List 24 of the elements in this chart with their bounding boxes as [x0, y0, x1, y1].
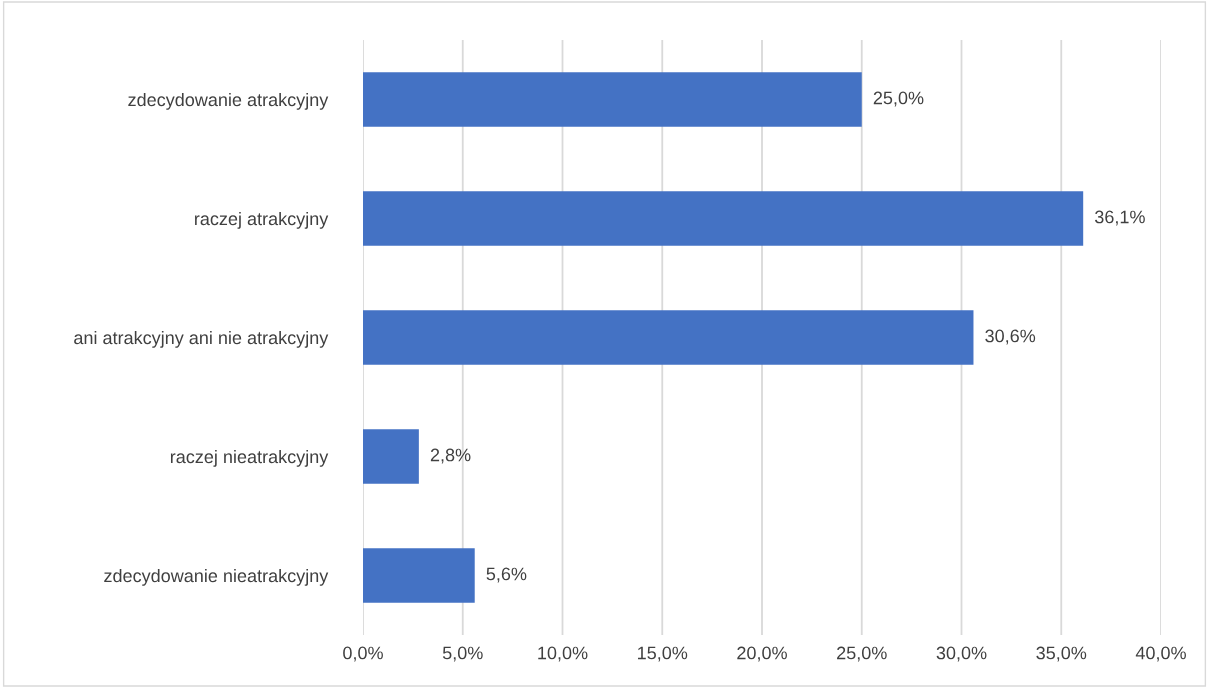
data-label: 36,1%	[1094, 210, 1145, 226]
x-tick-label: 5,0%	[442, 646, 483, 662]
x-tick-label: 10,0%	[538, 646, 588, 662]
data-label: 25,0%	[873, 91, 924, 107]
bar	[363, 72, 862, 127]
x-tick-label: 40,0%	[1135, 646, 1186, 662]
x-tick-label: 15,0%	[638, 646, 688, 662]
y-tick-label: zdecydowanie atrakcyjny	[128, 92, 329, 110]
data-label: 30,6%	[985, 329, 1036, 345]
x-tick-label: 30,0%	[936, 646, 987, 662]
y-tick-label: ani atrakcyjny ani nie atrakcyjny	[74, 330, 329, 348]
data-label: 5,6%	[486, 567, 527, 583]
x-tick-label: 35,0%	[1036, 646, 1087, 662]
y-tick-label: zdecydowanie nieatrakcyjny	[104, 568, 329, 586]
x-tick-label: 20,0%	[737, 646, 787, 662]
data-label: 2,8%	[430, 448, 471, 464]
bar	[363, 191, 1084, 246]
y-tick-label: raczej nieatrakcyjny	[170, 449, 329, 467]
bar	[363, 310, 974, 365]
y-tick-label: raczej atrakcyjny	[195, 211, 329, 229]
x-tick-label: 25,0%	[837, 646, 887, 662]
bar	[363, 548, 475, 603]
x-tick-label: 0,0%	[343, 646, 383, 662]
bar	[363, 429, 419, 484]
